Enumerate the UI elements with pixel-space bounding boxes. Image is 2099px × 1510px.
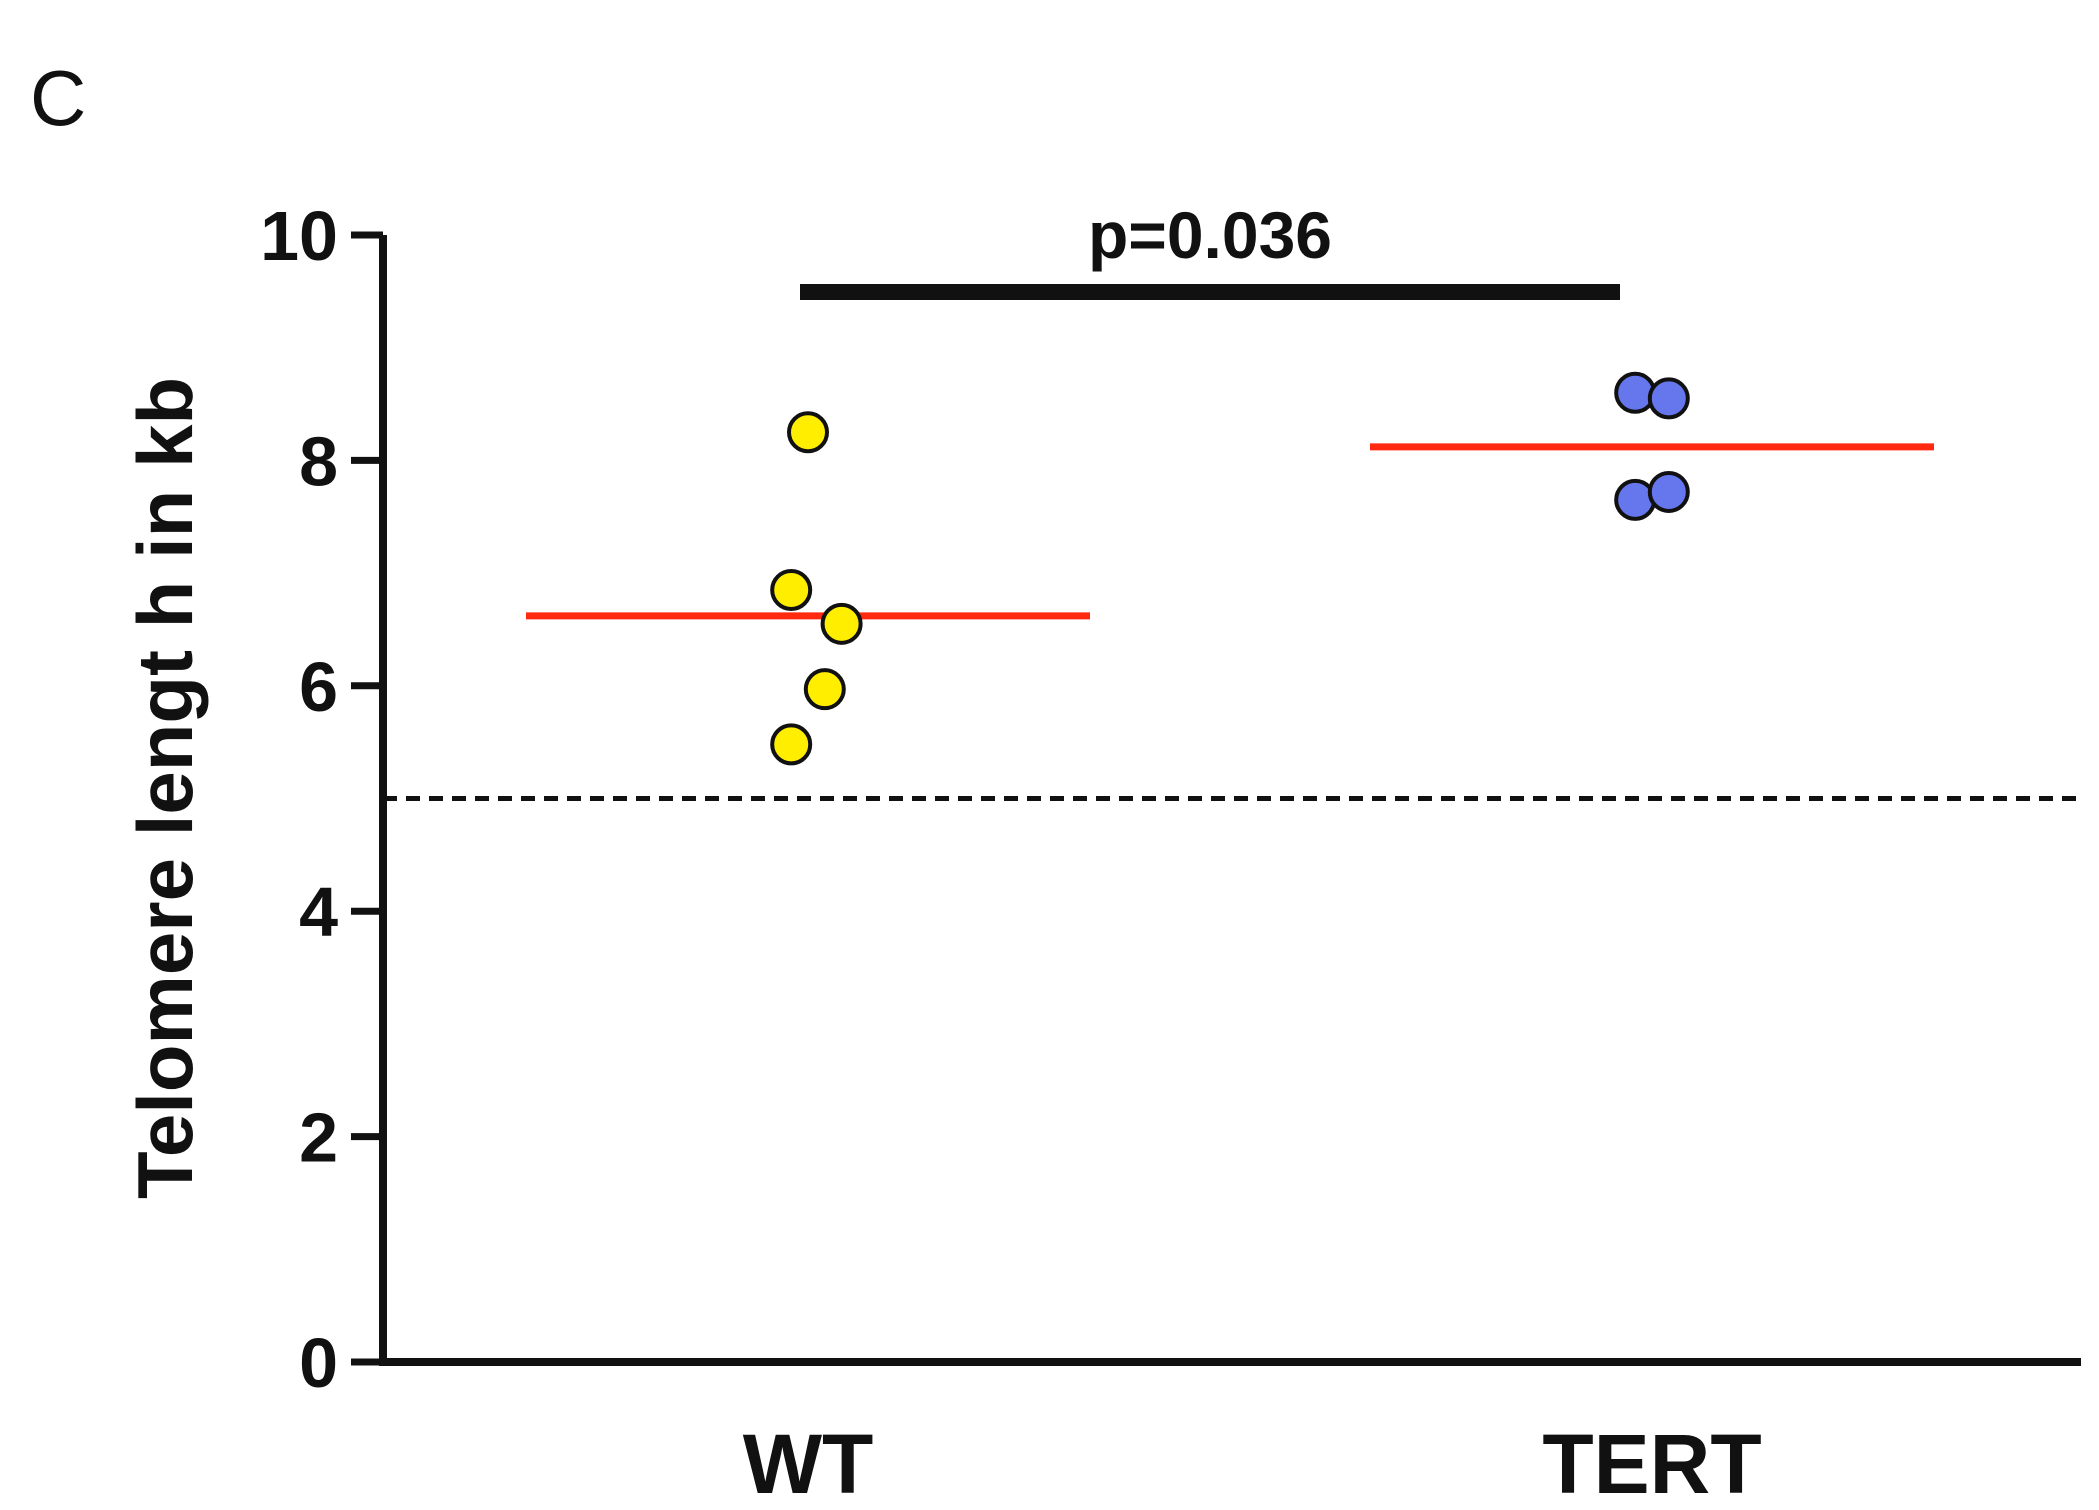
data-point-tert-3 — [1614, 478, 1657, 521]
data-point-wt-3 — [820, 602, 863, 645]
x-category-label-tert: TERT — [1542, 1417, 1761, 1510]
p-value-label: p=0.036 — [1088, 198, 1332, 272]
y-tick-label-10: 10 — [260, 197, 338, 275]
y-tick-label-2: 2 — [299, 1099, 338, 1177]
data-point-wt-5 — [770, 723, 813, 766]
panel-label: C — [30, 54, 86, 142]
y-tick-label-0: 0 — [299, 1324, 338, 1402]
y-axis-title: Telomere lengt h in kb — [121, 377, 209, 1199]
data-point-tert-2 — [1647, 377, 1690, 420]
data-point-wt-1 — [787, 411, 829, 454]
y-tick-label-8: 8 — [299, 422, 338, 500]
x-category-label-wt: WT — [743, 1417, 874, 1510]
y-tick-label-6: 6 — [299, 648, 338, 726]
data-point-wt-2 — [770, 569, 813, 612]
data-point-tert-4 — [1647, 470, 1690, 513]
data-point-wt-4 — [803, 668, 846, 711]
data-point-tert-1 — [1614, 371, 1657, 414]
y-tick-label-4: 4 — [299, 873, 338, 951]
